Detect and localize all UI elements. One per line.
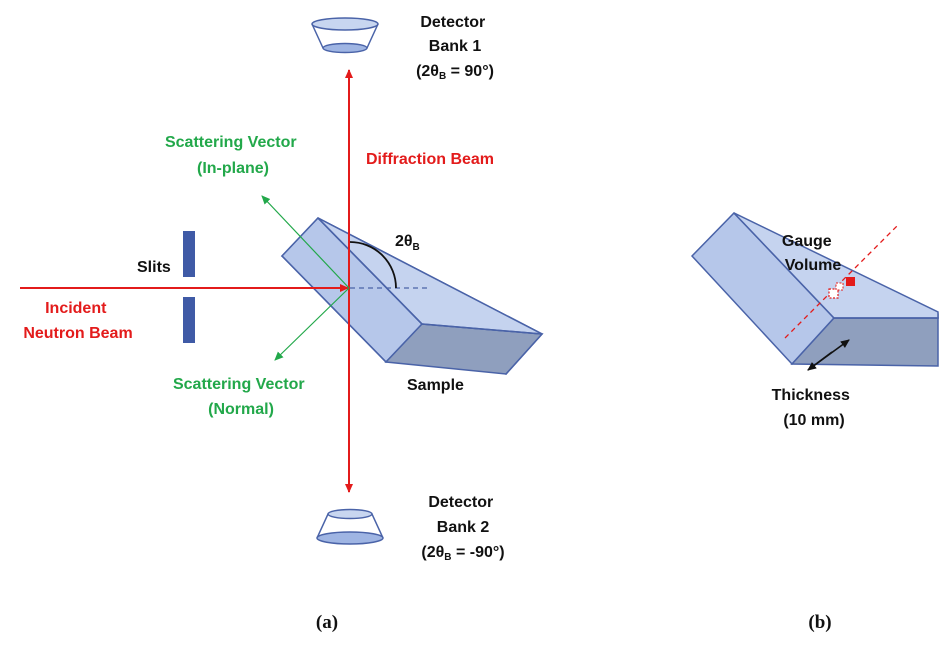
diffraction-beam-label: Diffraction Beam <box>366 151 494 168</box>
scattering-vector-inplane-label: Scattering Vector (In-plane) <box>165 134 301 177</box>
detector-bank-2-label: Detector Bank 2 <box>428 494 497 536</box>
detector-bank-2-angle: (2θB = -90°) <box>421 544 504 563</box>
slits-label: Slits <box>137 259 171 276</box>
detector-bank-1-label: Detector Bank 1 <box>420 14 489 55</box>
gauge-marker-hollow <box>828 288 839 299</box>
panel-b-label: (b) <box>808 612 831 633</box>
sample-block <box>280 216 544 375</box>
gauge-marker-filled <box>846 277 855 286</box>
sample-block-b <box>690 211 939 367</box>
incident-beam-label: Incident Neutron Beam <box>23 300 132 342</box>
scattering-vector-inplane-arrow <box>261 195 350 289</box>
panel-b: Gauge Volume Thickness (10 mm) (b) <box>690 211 939 633</box>
sample-label: Sample <box>407 377 464 394</box>
thickness-arrow-2 <box>807 339 850 371</box>
slit-top <box>183 231 195 277</box>
slit-bottom <box>183 297 195 343</box>
panel-a-label: (a) <box>316 612 338 633</box>
scattering-vector-normal-label: Scattering Vector (Normal) <box>173 376 309 418</box>
thickness-label: Thickness (10 mm) <box>772 387 855 429</box>
gauge-marker-hollow-2 <box>835 282 844 291</box>
detector-bank-1-icon <box>311 17 379 54</box>
panel-a: Detector Bank 1 (2θB = 90°) Diffraction … <box>20 14 544 633</box>
detector-bank-2-icon <box>316 508 384 545</box>
detector-bank-1-angle: (2θB = 90°) <box>416 63 494 82</box>
bragg-angle-label: 2θB <box>395 233 420 253</box>
angle-arc <box>349 241 397 289</box>
scattering-vector-normal-arrow <box>274 287 350 361</box>
gauge-volume-label: Gauge Volume <box>782 233 842 274</box>
